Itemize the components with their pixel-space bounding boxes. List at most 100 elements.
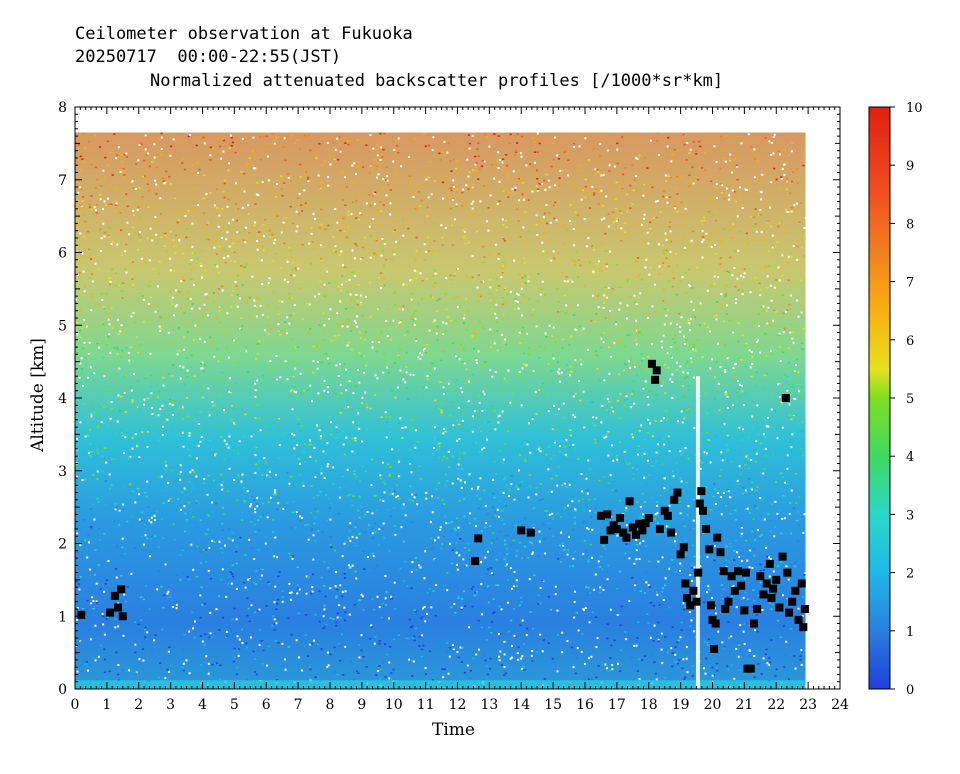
cloud-base-point <box>775 604 783 612</box>
x-tick-label: 15 <box>544 697 562 713</box>
cloud-base-point <box>117 585 125 593</box>
x-tick-label: 23 <box>799 697 817 713</box>
y-axis-label: Altitude [km] <box>28 335 48 455</box>
cloud-base-point <box>638 526 646 534</box>
colorbar-tick-label: 10 <box>906 101 923 116</box>
cloud-base-point <box>747 665 755 673</box>
cloud-base-point <box>740 606 748 614</box>
cloud-base-point <box>677 550 685 558</box>
cloud-base-point <box>791 587 799 595</box>
cloud-base-point <box>753 605 761 613</box>
cloud-base-point <box>783 569 791 577</box>
cloud-base-point <box>712 620 720 628</box>
cloud-base-point <box>626 497 634 505</box>
cloud-base-point <box>517 526 525 534</box>
y-tick-label: 5 <box>58 318 67 334</box>
cloud-base-point <box>705 545 713 553</box>
cloud-base-point <box>801 605 809 613</box>
cloud-base-point <box>760 590 768 598</box>
cloud-base-point <box>694 569 702 577</box>
cloud-base-point <box>788 598 796 606</box>
cloud-base-point <box>667 529 675 537</box>
x-tick-label: 5 <box>230 697 239 713</box>
x-tick-label: 1 <box>102 697 111 713</box>
backscatter-heatmap <box>75 132 808 690</box>
x-tick-label: 13 <box>480 697 498 713</box>
x-tick-label: 10 <box>385 697 403 713</box>
cloud-base-point <box>720 567 728 575</box>
cloud-base-point <box>77 611 85 619</box>
cloud-base-point <box>680 543 688 551</box>
cloud-base-point <box>710 645 718 653</box>
cloud-base-point <box>670 496 678 504</box>
cloud-base-point <box>696 499 704 507</box>
cloud-base-point <box>742 569 750 577</box>
x-tick-label: 14 <box>512 697 530 713</box>
cloud-base-point <box>114 604 122 612</box>
colorbar-scale <box>869 107 890 689</box>
cloud-base-point <box>799 623 807 631</box>
cloud-base-point <box>527 529 535 537</box>
x-axis-label: Time <box>432 720 475 740</box>
y-tick-label: 1 <box>58 609 67 625</box>
x-tick-label: 16 <box>576 697 594 713</box>
x-tick-label: 18 <box>640 697 658 713</box>
x-tick-label: 2 <box>134 697 143 713</box>
cloud-base-point <box>693 598 701 606</box>
x-tick-label: 24 <box>831 697 849 713</box>
cloud-base-point <box>767 594 775 602</box>
x-tick-label: 3 <box>166 697 175 713</box>
cloud-base-point <box>721 605 729 613</box>
y-tick-label: 0 <box>58 682 67 698</box>
colorbar-tick-label: 3 <box>906 508 914 523</box>
cloud-base-point <box>750 620 758 628</box>
cloud-base-point <box>798 580 806 588</box>
cloud-base-point <box>673 489 681 497</box>
colorbar-tick-label: 1 <box>906 625 914 640</box>
colorbar-tick-label: 4 <box>906 450 914 465</box>
cloud-base-point <box>689 587 697 595</box>
cloud-base-point <box>756 572 764 580</box>
cloud-base-point <box>681 580 689 588</box>
cloud-base-point <box>656 525 664 533</box>
cloud-base-point <box>645 514 653 522</box>
cloud-base-point <box>737 582 745 590</box>
cloud-base-point <box>471 557 479 565</box>
cloud-base-point <box>474 534 482 542</box>
x-tick-label: 0 <box>71 697 80 713</box>
x-tick-label: 8 <box>326 697 335 713</box>
cloud-base-point <box>779 553 787 561</box>
y-tick-label: 3 <box>58 464 67 480</box>
colorbar-tick-label: 2 <box>906 567 914 582</box>
cloud-base-point <box>653 366 661 374</box>
cloud-base-point <box>603 510 611 518</box>
cloud-base-point <box>664 512 672 520</box>
cloud-base-point <box>702 525 710 533</box>
colorbar-tick-label: 0 <box>906 683 914 698</box>
x-tick-label: 6 <box>262 697 271 713</box>
cloud-base-point <box>119 612 127 620</box>
cloud-base-point <box>707 601 715 609</box>
cloud-base-point <box>772 576 780 584</box>
x-tick-label: 21 <box>735 697 753 713</box>
x-tick-label: 9 <box>357 697 366 713</box>
cloud-base-point <box>683 594 691 602</box>
y-tick-label: 6 <box>58 246 67 262</box>
y-tick-label: 8 <box>58 100 67 116</box>
cloud-base-point <box>795 616 803 624</box>
cloud-base-point <box>699 507 707 515</box>
x-tick-label: 17 <box>608 697 626 713</box>
y-tick-label: 7 <box>58 173 67 189</box>
x-tick-label: 11 <box>417 697 435 713</box>
y-tick-label: 2 <box>58 537 67 553</box>
cloud-base-point <box>697 487 705 495</box>
colorbar-tick-label: 5 <box>906 392 914 407</box>
cloud-base-point <box>782 394 790 402</box>
cloud-base-point <box>106 609 114 617</box>
precipitation-gap <box>696 376 700 689</box>
cloud-base-point <box>600 536 608 544</box>
colorbar-tick-label: 7 <box>906 276 914 291</box>
